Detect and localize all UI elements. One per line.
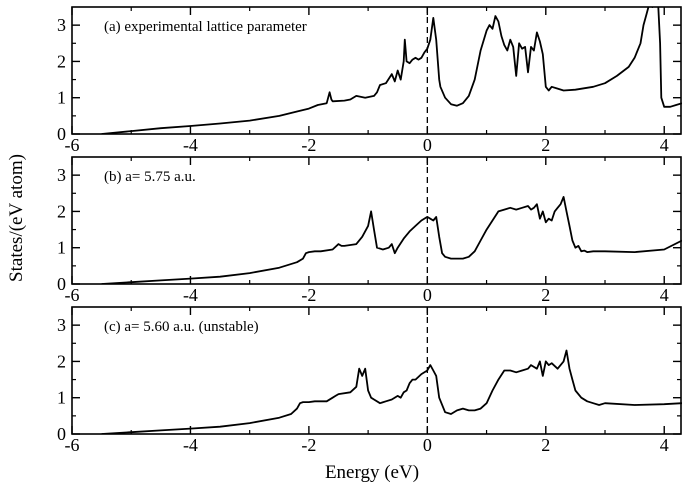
panel-a-dos-curve bbox=[101, 7, 682, 134]
panel-c: -6 -4 -2 0 2 4 0 1 2 3 (c) a= 5.60 a.u. (unstable) bbox=[57, 306, 682, 455]
panel-a-x-tick-label: -6 bbox=[65, 135, 80, 155]
panel-c-y-tick-label: 0 bbox=[57, 424, 66, 444]
panel-b-y-tick-label: 1 bbox=[57, 238, 66, 258]
panel-a-y-tick-label: 1 bbox=[57, 88, 66, 108]
panel-a: -6 -4 -2 0 2 4 0 1 2 3 (a) experimental lattice pa… bbox=[57, 6, 682, 155]
panel-b-x-tick-label: 4 bbox=[660, 285, 669, 305]
panel-c-y-tick-label: 3 bbox=[57, 315, 66, 335]
panel-b-y-tick-label: 2 bbox=[57, 201, 66, 221]
panel-b-x-tick-label: 2 bbox=[541, 285, 550, 305]
panel-a-frame bbox=[71, 6, 682, 135]
panels-group: -6 -4 -2 0 2 4 0 1 2 3 (a) experimental lattice pa… bbox=[57, 6, 682, 455]
panel-c-label: (c) a= 5.60 a.u. (unstable) bbox=[104, 319, 259, 335]
panel-a-y-tick-label: 0 bbox=[57, 124, 66, 144]
panel-b-x-tick-label: 0 bbox=[423, 285, 432, 305]
panel-c-y-tick-label: 1 bbox=[57, 388, 66, 408]
panel-c-x-tick-label: 4 bbox=[660, 435, 669, 455]
panel-b-y-tick-label: 3 bbox=[57, 165, 66, 185]
panel-b: -6 -4 -2 0 2 4 0 1 2 3 (b) a= 5.75 a.u. bbox=[57, 156, 682, 305]
panel-a-x-tick-label: -2 bbox=[301, 135, 316, 155]
panel-c-x-tick-label: 2 bbox=[541, 435, 550, 455]
panel-c-x-tick-label: 0 bbox=[423, 435, 432, 455]
panel-c-frame bbox=[71, 306, 682, 435]
panel-c-y-tick-label: 2 bbox=[57, 351, 66, 371]
x-axis-label: Energy (eV) bbox=[325, 462, 419, 483]
panel-a-y-tick-label: 3 bbox=[57, 15, 66, 35]
panel-a-y-tick-label: 2 bbox=[57, 51, 66, 71]
panel-a-x-tick-label: -4 bbox=[183, 135, 198, 155]
panel-a-label: (a) experimental lattice parameter bbox=[104, 19, 307, 35]
panel-c-x-tick-label: -4 bbox=[183, 435, 198, 455]
panel-c-x-tick-label: -2 bbox=[301, 435, 316, 455]
panel-b-label: (b) a= 5.75 a.u. bbox=[104, 169, 196, 185]
panel-a-x-tick-label: 2 bbox=[541, 135, 550, 155]
panel-c-x-tick-label: -6 bbox=[65, 435, 80, 455]
panel-c-dos-curve bbox=[101, 349, 682, 434]
panel-b-frame bbox=[71, 156, 682, 285]
panel-b-y-tick-label: 0 bbox=[57, 274, 66, 294]
panel-a-x-tick-label: 0 bbox=[423, 135, 432, 155]
y-axis-label: States/(eV atom) bbox=[6, 154, 27, 282]
panel-b-x-tick-label: -2 bbox=[301, 285, 316, 305]
panel-b-x-tick-label: -6 bbox=[65, 285, 80, 305]
panel-b-x-tick-label: -4 bbox=[183, 285, 198, 305]
panel-b-dos-curve bbox=[101, 195, 682, 284]
panel-a-x-tick-label: 4 bbox=[660, 135, 669, 155]
